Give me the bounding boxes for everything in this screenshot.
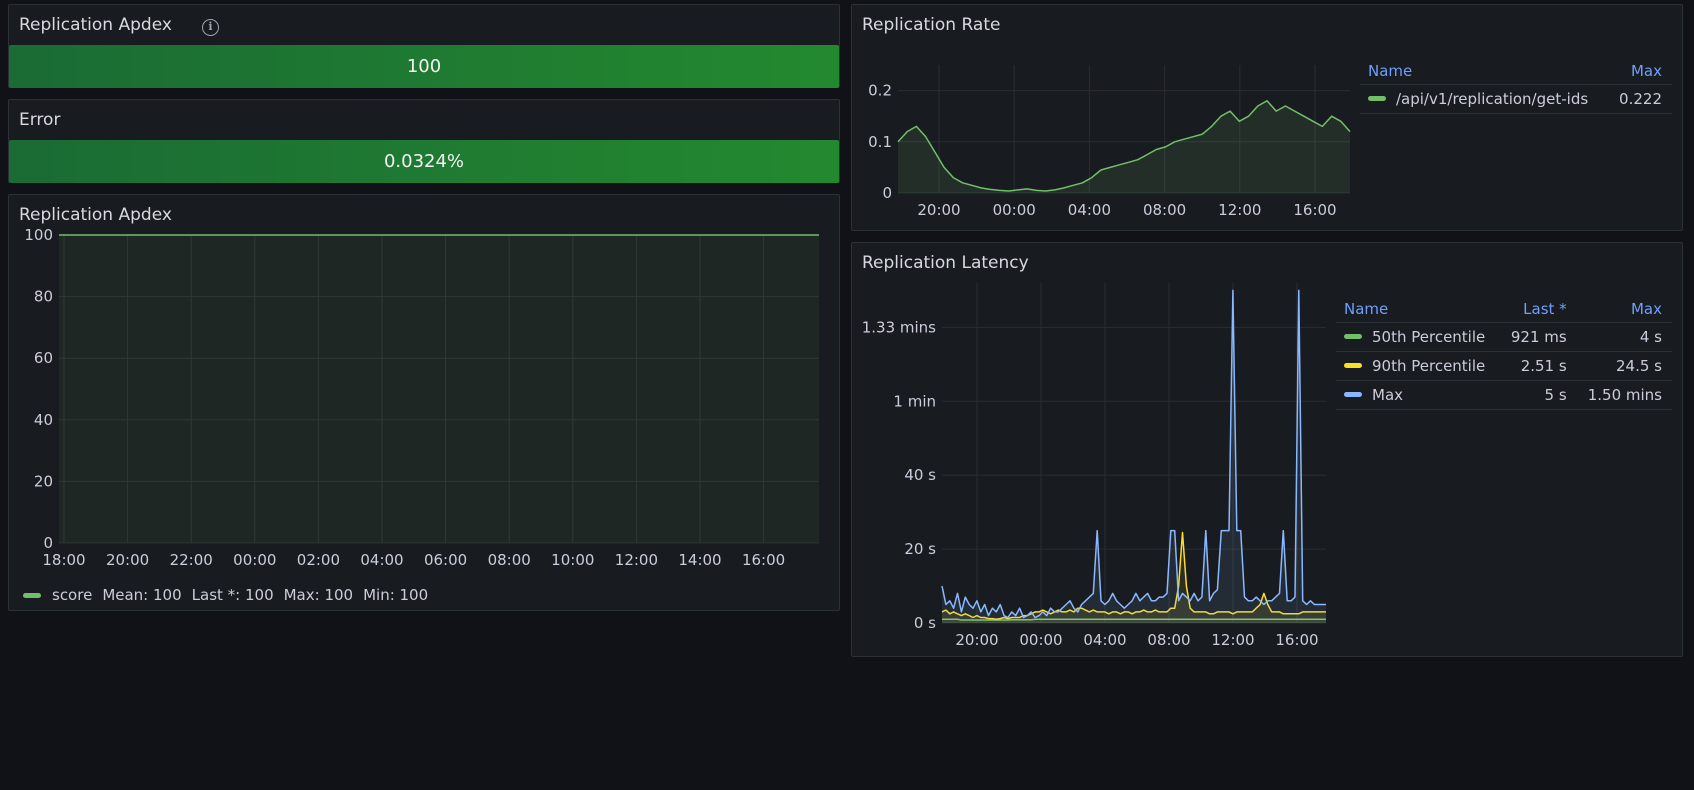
x-tick-label: 12:00 <box>1211 631 1254 649</box>
legend-last: Last *: 100 <box>191 586 274 604</box>
legend-header-max[interactable]: Max <box>1608 58 1672 85</box>
panel-title[interactable]: Error <box>19 110 61 130</box>
info-icon[interactable]: i <box>202 19 219 36</box>
panel-title[interactable]: Replication Apdex <box>19 15 172 35</box>
apdex-graph-panel: Replication Apdex 0 20 40 60 80 100 18:00 20:00… <box>8 194 840 611</box>
stat-value: 100 <box>9 45 839 88</box>
x-tick-label: 18:00 <box>42 551 85 569</box>
x-tick-label: 08:00 <box>488 551 531 569</box>
series-area <box>898 100 1350 193</box>
x-tick-label: 06:00 <box>424 551 467 569</box>
y-tick-label: 0.1 <box>868 133 892 151</box>
x-tick-label: 16:00 <box>1293 201 1336 219</box>
series-area <box>942 619 1326 623</box>
y-tick-label: 1.33 mins <box>862 318 936 336</box>
legend-swatch <box>1344 363 1362 368</box>
series-area <box>942 290 1326 623</box>
latency-chart[interactable]: 0 s 20 s 40 s 1 min 1.33 mins 20:00 00:00 04:00… <box>852 243 1332 658</box>
x-tick-label: 14:00 <box>678 551 721 569</box>
x-tick-label: 00:00 <box>233 551 276 569</box>
legend-mean: Mean: 100 <box>102 586 182 604</box>
legend-series-name: 50th Percentile <box>1372 328 1486 346</box>
legend-swatch <box>1368 96 1386 101</box>
x-tick-label: 08:00 <box>1147 631 1190 649</box>
legend-last: 921 ms <box>1500 322 1577 352</box>
legend-swatch <box>1344 334 1362 339</box>
y-tick-label: 100 <box>24 226 53 244</box>
x-tick-label: 16:00 <box>742 551 785 569</box>
y-tick-label: 40 <box>34 411 53 429</box>
legend-series-name[interactable]: score <box>52 586 93 604</box>
legend-row[interactable]: Max 5 s 1.50 mins <box>1336 380 1672 410</box>
legend-row[interactable]: 90th Percentile 2.51 s 24.5 s <box>1336 351 1672 381</box>
x-tick-label: 22:00 <box>170 551 213 569</box>
x-tick-label: 00:00 <box>993 201 1036 219</box>
panel-title[interactable]: Replication Latency <box>862 253 1029 273</box>
error-stat-panel: Error 0.0324% <box>8 99 840 183</box>
y-tick-label: 80 <box>34 288 53 306</box>
legend-swatch <box>23 592 41 598</box>
legend-row[interactable]: 50th Percentile 921 ms 4 s <box>1336 322 1672 352</box>
legend-max: 24.5 s <box>1576 351 1672 381</box>
legend-header-last[interactable]: Last * <box>1500 296 1577 323</box>
legend-series-name: Max <box>1372 386 1404 404</box>
rate-legend-table: Name Max /api/v1/replication/get-ids 0.2… <box>1360 58 1672 114</box>
y-tick-label: 0 <box>43 534 53 552</box>
stat-value: 0.0324% <box>9 140 839 183</box>
x-tick-label: 04:00 <box>1068 201 1111 219</box>
x-tick-label: 10:00 <box>551 551 594 569</box>
y-tick-label: 0 <box>882 184 892 202</box>
x-tick-label: 02:00 <box>297 551 340 569</box>
y-tick-label: 0 s <box>914 614 936 632</box>
legend-max: 4 s <box>1576 322 1672 352</box>
x-tick-label: 04:00 <box>360 551 403 569</box>
legend-header-max[interactable]: Max <box>1576 296 1672 323</box>
series-area <box>59 235 819 543</box>
y-tick-label: 1 min <box>893 392 936 410</box>
panel-title[interactable]: Replication Apdex <box>19 205 172 225</box>
x-tick-label: 20:00 <box>106 551 149 569</box>
x-tick-label: 16:00 <box>1275 631 1318 649</box>
legend-series-name: 90th Percentile <box>1372 357 1486 375</box>
legend-last: 5 s <box>1500 380 1577 410</box>
rate-panel: Replication Rate 0 0.1 0.2 20:00 00:00 04:00 0… <box>851 4 1683 231</box>
x-tick-label: 20:00 <box>917 201 960 219</box>
latency-legend-table: Name Last * Max 50th Percentile 921 ms 4… <box>1336 296 1672 410</box>
legend-max: 0.222 <box>1608 84 1672 114</box>
x-tick-label: 12:00 <box>1218 201 1261 219</box>
panel-title[interactable]: Replication Rate <box>862 15 1001 35</box>
graph-legend: score Mean: 100 Last *: 100 Max: 100 Min… <box>23 586 428 604</box>
x-tick-label: 12:00 <box>615 551 658 569</box>
x-tick-label: 04:00 <box>1083 631 1126 649</box>
y-tick-label: 40 s <box>904 466 936 484</box>
legend-header-name[interactable]: Name <box>1360 58 1609 85</box>
y-tick-label: 0.2 <box>868 82 892 100</box>
legend-min: Min: 100 <box>363 586 429 604</box>
y-tick-label: 60 <box>34 349 53 367</box>
x-tick-label: 08:00 <box>1143 201 1186 219</box>
rate-chart[interactable]: 0 0.1 0.2 20:00 00:00 04:00 08:00 12:00 16:00 <box>852 5 1352 232</box>
legend-header-name[interactable]: Name <box>1336 296 1501 323</box>
apdex-chart[interactable]: 0 20 40 60 80 100 18:00 20:00 22:00 00:00 02:00 04:… <box>9 195 839 575</box>
legend-swatch <box>1344 392 1362 397</box>
latency-panel: Replication Latency 0 s 20 s 40 s 1 min 1.33… <box>851 242 1683 657</box>
series-line <box>941 289 1326 619</box>
series-line <box>897 100 1351 192</box>
legend-max: Max: 100 <box>283 586 354 604</box>
legend-row[interactable]: /api/v1/replication/get-ids 0.222 <box>1360 84 1672 114</box>
legend-max: 1.50 mins <box>1576 380 1672 410</box>
series-line <box>941 531 1326 621</box>
legend-last: 2.51 s <box>1500 351 1577 381</box>
y-tick-label: 20 s <box>904 540 936 558</box>
series-line <box>942 618 1326 621</box>
legend-series-name: /api/v1/replication/get-ids <box>1396 90 1589 108</box>
apdex-stat-panel: Replication Apdex i 100 <box>8 4 840 88</box>
x-tick-label: 20:00 <box>955 631 998 649</box>
x-tick-label: 00:00 <box>1019 631 1062 649</box>
y-tick-label: 20 <box>34 472 53 490</box>
